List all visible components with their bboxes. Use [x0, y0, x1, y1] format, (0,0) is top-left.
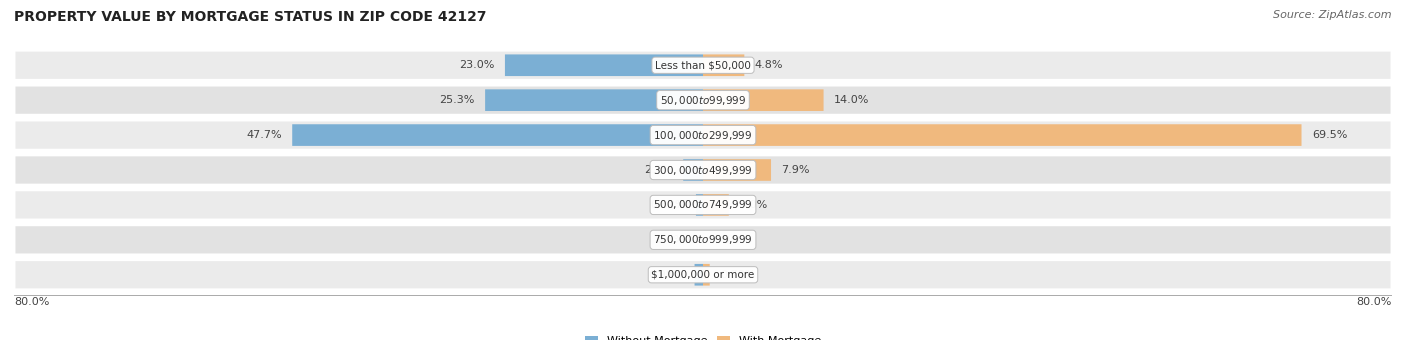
FancyBboxPatch shape: [683, 159, 703, 181]
Text: $500,000 to $749,999: $500,000 to $749,999: [654, 199, 752, 211]
Text: Less than $50,000: Less than $50,000: [655, 60, 751, 70]
FancyBboxPatch shape: [14, 155, 1392, 185]
FancyBboxPatch shape: [703, 124, 1302, 146]
Text: $100,000 to $299,999: $100,000 to $299,999: [654, 129, 752, 141]
FancyBboxPatch shape: [703, 264, 710, 286]
Text: 80.0%: 80.0%: [1357, 297, 1392, 307]
FancyBboxPatch shape: [14, 260, 1392, 290]
FancyBboxPatch shape: [292, 124, 703, 146]
Text: 2.3%: 2.3%: [644, 165, 673, 175]
Text: 0.82%: 0.82%: [650, 200, 686, 210]
FancyBboxPatch shape: [703, 89, 824, 111]
Text: 14.0%: 14.0%: [834, 95, 869, 105]
FancyBboxPatch shape: [14, 225, 1392, 255]
Text: 4.8%: 4.8%: [755, 60, 783, 70]
FancyBboxPatch shape: [505, 54, 703, 76]
Text: Source: ZipAtlas.com: Source: ZipAtlas.com: [1274, 10, 1392, 20]
Text: PROPERTY VALUE BY MORTGAGE STATUS IN ZIP CODE 42127: PROPERTY VALUE BY MORTGAGE STATUS IN ZIP…: [14, 10, 486, 24]
Text: 47.7%: 47.7%: [246, 130, 281, 140]
Text: $750,000 to $999,999: $750,000 to $999,999: [654, 233, 752, 246]
FancyBboxPatch shape: [703, 54, 744, 76]
Text: $300,000 to $499,999: $300,000 to $499,999: [654, 164, 752, 176]
Text: 3.0%: 3.0%: [740, 200, 768, 210]
FancyBboxPatch shape: [14, 120, 1392, 150]
Text: 23.0%: 23.0%: [460, 60, 495, 70]
FancyBboxPatch shape: [14, 50, 1392, 80]
Text: 80.0%: 80.0%: [14, 297, 49, 307]
Text: 7.9%: 7.9%: [782, 165, 810, 175]
Text: 0.78%: 0.78%: [720, 270, 755, 280]
Text: 69.5%: 69.5%: [1312, 130, 1347, 140]
FancyBboxPatch shape: [703, 159, 770, 181]
FancyBboxPatch shape: [703, 194, 728, 216]
Text: $50,000 to $99,999: $50,000 to $99,999: [659, 94, 747, 107]
Text: 0.0%: 0.0%: [721, 235, 751, 245]
Text: $1,000,000 or more: $1,000,000 or more: [651, 270, 755, 280]
Text: 0.0%: 0.0%: [655, 235, 685, 245]
FancyBboxPatch shape: [485, 89, 703, 111]
FancyBboxPatch shape: [14, 85, 1392, 115]
Legend: Without Mortgage, With Mortgage: Without Mortgage, With Mortgage: [581, 331, 825, 340]
FancyBboxPatch shape: [695, 264, 703, 286]
Text: 25.3%: 25.3%: [440, 95, 475, 105]
FancyBboxPatch shape: [14, 190, 1392, 220]
FancyBboxPatch shape: [696, 194, 703, 216]
Text: 0.98%: 0.98%: [648, 270, 685, 280]
